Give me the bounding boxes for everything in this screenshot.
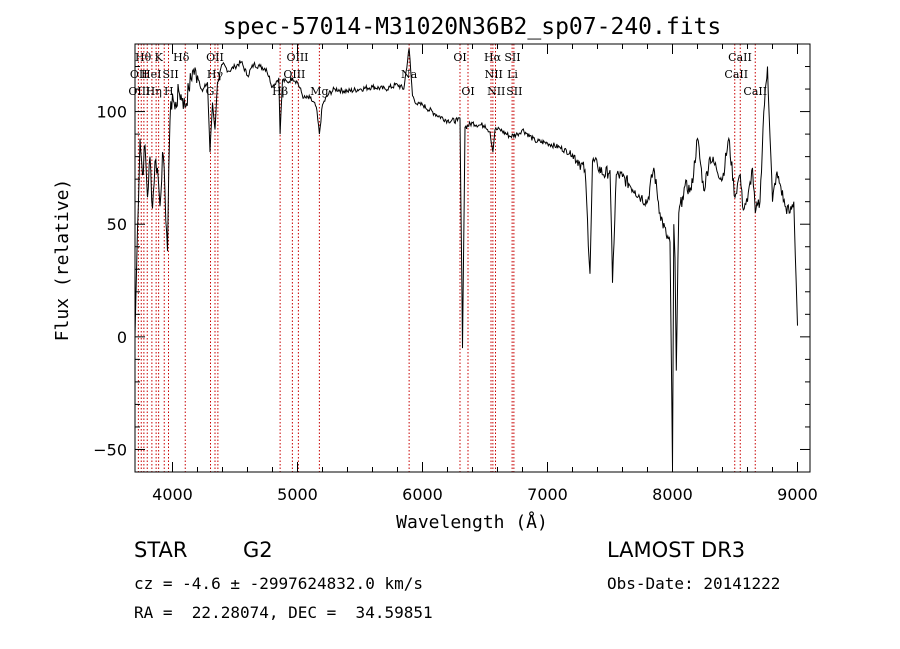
spectral-line-label: SII [504, 51, 520, 64]
spectral-line-label: NII [487, 85, 505, 98]
spectral-line-label: OII [130, 68, 148, 81]
spectral-line-label: K [155, 51, 164, 64]
observation-date: Obs-Date: 20141222 [607, 574, 781, 593]
spectral-line-markers [137, 44, 756, 472]
redshift-velocity: cz = -4.6 ± -2997624832.0 km/s [134, 574, 423, 593]
coordinates: RA = 22.28074, DEC = 34.59851 [134, 603, 433, 622]
spectral-line-label: CaII [728, 51, 752, 64]
x-tick-label: 9000 [777, 485, 818, 504]
survey-name: LAMOST DR3 [607, 538, 746, 562]
x-tick-label: 8000 [652, 485, 693, 504]
y-tick-label: 0 [117, 328, 127, 347]
x-tick-label: 4000 [152, 485, 193, 504]
x-tick-label: 5000 [277, 485, 318, 504]
spectral-line-label: HeI [141, 68, 161, 81]
spectral-line-label: Na [401, 68, 418, 81]
plot-frame [134, 43, 811, 473]
spectral-line-label: SII [163, 68, 179, 81]
spectral-line-label: H [164, 85, 174, 98]
spectrum-series-line [134, 48, 798, 468]
y-axis-ticks: −50 0 50 100 [93, 43, 810, 473]
y-tick-label: 50 [107, 215, 127, 234]
spectral-line-label: OII [206, 51, 224, 64]
chart-title: spec-57014-M31020N36B2_sp07-240.fits [223, 14, 722, 40]
x-tick-label: 6000 [402, 485, 443, 504]
y-tick-label: 100 [96, 103, 127, 122]
spectral-line-label: G [206, 85, 215, 98]
spectral-line-label: Mg [310, 85, 328, 98]
spectral-line-label: OI [461, 85, 474, 98]
spectral-line-label: CaII [724, 68, 748, 81]
y-tick-label: −50 [93, 440, 127, 459]
x-axis-ticks: 4000 5000 6000 7000 8000 9000 [152, 44, 818, 504]
spectral-line-label: OIII [286, 51, 308, 64]
spectral-line-label: SII [506, 85, 522, 98]
spectral-line-label: OI [453, 51, 466, 64]
spectral-line-label: OIII [283, 68, 305, 81]
spectral-line-label: Hγ [207, 68, 224, 81]
spectral-line-label: Hδ [173, 51, 190, 64]
spectral-line-label: OIII [128, 85, 150, 98]
spectral-line-label: Hη [146, 85, 162, 98]
spectral-line-label: Li [507, 68, 518, 81]
y-axis-label: Flux (relative) [52, 179, 73, 342]
spectral-line-label: Hθ [135, 51, 152, 64]
spectral-line-label: Hα [484, 51, 502, 64]
spectral-line-label: CaII [743, 85, 767, 98]
x-tick-label: 7000 [527, 485, 568, 504]
spectral-line-label: Hβ [272, 85, 288, 98]
object-class: STAR [134, 538, 188, 562]
spectral-line-label: NII [485, 68, 503, 81]
object-subclass: G2 [243, 538, 273, 562]
x-axis-label: Wavelength (Å) [396, 511, 548, 533]
